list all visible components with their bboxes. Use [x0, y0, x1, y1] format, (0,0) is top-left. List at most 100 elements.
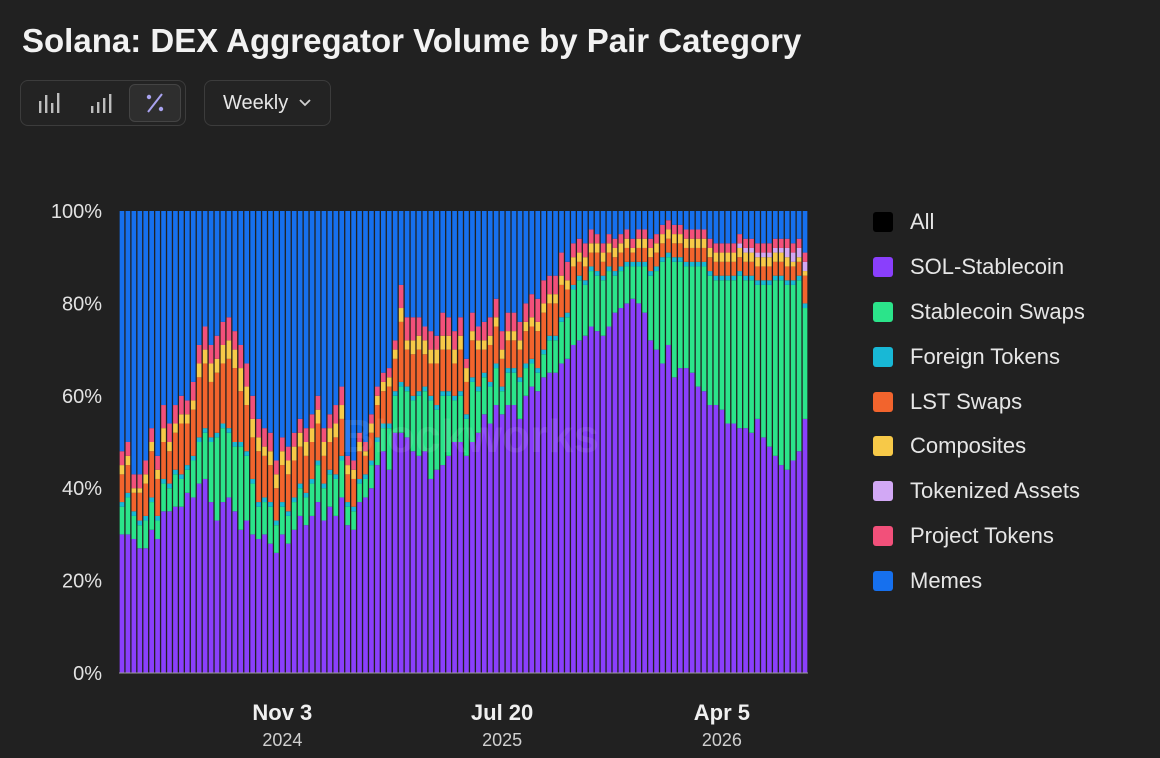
legend-label: All	[910, 209, 935, 235]
bar-segment-composites	[369, 423, 374, 433]
bar-segment-composites	[392, 349, 398, 359]
y-tick-label: 40%	[62, 478, 102, 500]
legend-item[interactable]: Stablecoin Swaps	[873, 290, 1085, 335]
bar	[327, 211, 333, 673]
bar-segment-lst-swaps	[196, 377, 202, 438]
bar-segment-project-tokens	[630, 238, 636, 248]
bar-segment-memes	[577, 211, 582, 239]
percent-icon	[146, 93, 164, 113]
legend-item[interactable]: Composites	[873, 424, 1085, 469]
bar-segment-composites	[511, 331, 517, 341]
bar-segment-sol-stablecoin	[464, 455, 469, 673]
interval-dropdown[interactable]: Weekly	[204, 80, 332, 126]
bar-segment-lst-swaps	[357, 451, 362, 479]
bar-segment-composites	[618, 243, 624, 253]
bar	[582, 211, 588, 673]
legend-item[interactable]: Foreign Tokens	[873, 334, 1085, 379]
bar	[238, 211, 244, 673]
bar-segment-lst-swaps	[202, 363, 208, 429]
bar-segment-sol-stablecoin	[327, 506, 333, 673]
bar-segment-sol-stablecoin	[179, 506, 184, 673]
bar-segment-sol-stablecoin	[232, 511, 238, 673]
bar-segment-memes	[357, 211, 362, 433]
legend-item[interactable]: All	[873, 200, 1085, 245]
bar-segment-sol-stablecoin	[149, 529, 154, 673]
bar-segment-lst-swaps	[737, 257, 743, 272]
bar-segment-project-tokens	[285, 446, 291, 461]
bar-segment-stablecoin-swaps	[280, 506, 285, 535]
bar-segment-memes	[731, 211, 737, 244]
bar-segment-foreign-tokens	[184, 465, 190, 470]
legend-item[interactable]: Memes	[873, 558, 1085, 603]
bar-segment-project-tokens	[600, 243, 606, 253]
bar-segment-foreign-tokens	[511, 368, 517, 373]
bar-segment-foreign-tokens	[784, 280, 790, 285]
bar-segment-sol-stablecoin	[559, 363, 564, 673]
bar-chart-button[interactable]	[25, 84, 77, 122]
bar-segment-stablecoin-swaps	[386, 428, 392, 470]
bar	[262, 211, 267, 673]
bar-segment-lst-swaps	[618, 252, 624, 267]
bar-segment-stablecoin-swaps	[125, 497, 131, 535]
bar	[149, 211, 154, 673]
bar-segment-memes	[487, 211, 493, 318]
bar-segment-tokenized-assets	[755, 252, 760, 258]
bar	[636, 211, 642, 673]
bar-segment-composites	[594, 243, 600, 253]
bar-segment-memes	[321, 211, 327, 429]
bar-segment-project-tokens	[416, 317, 422, 336]
bar-segment-lst-swaps	[155, 478, 160, 516]
legend-item[interactable]: LST Swaps	[873, 379, 1085, 424]
bar-segment-memes	[761, 211, 766, 244]
bar-segment-foreign-tokens	[642, 261, 647, 267]
bar-segment-memes	[184, 211, 190, 401]
bar-segment-lst-swaps	[143, 483, 149, 516]
bar-segment-lst-swaps	[719, 261, 725, 276]
bar-segment-composites	[600, 252, 606, 262]
bar-segment-stablecoin-swaps	[565, 317, 570, 359]
bar-segment-tokenized-assets	[773, 247, 778, 253]
bar-segment-composites	[256, 437, 261, 452]
bar	[452, 211, 457, 673]
bar-segment-stablecoin-swaps	[802, 308, 808, 419]
bar-segment-memes	[648, 211, 653, 239]
bar-segment-sol-stablecoin	[392, 432, 398, 673]
bar-segment-project-tokens	[470, 312, 475, 332]
bar-segment-lst-swaps	[773, 261, 778, 276]
bar-segment-memes	[606, 211, 612, 235]
legend-item[interactable]: Project Tokens	[873, 514, 1085, 559]
bar-segment-sol-stablecoin	[701, 391, 707, 673]
bar-segment-foreign-tokens	[196, 437, 202, 442]
legend-item[interactable]: Tokenized Assets	[873, 469, 1085, 514]
bar-segment-lst-swaps	[363, 455, 368, 475]
bar-segment-composites	[523, 321, 529, 332]
bar-segment-sol-stablecoin	[648, 340, 653, 673]
bar-segment-memes	[143, 211, 149, 461]
bar-segment-foreign-tokens	[588, 266, 594, 272]
bar-segment-composites	[137, 488, 143, 493]
bar-segment-memes	[173, 211, 178, 406]
bar-segment-lst-swaps	[280, 465, 285, 503]
bar	[226, 211, 232, 673]
bar-segment-stablecoin-swaps	[719, 280, 725, 410]
bar-segment-sol-stablecoin	[677, 368, 683, 673]
bar-segment-sol-stablecoin	[214, 520, 220, 673]
percent-button[interactable]	[129, 84, 181, 122]
legend-item[interactable]: SOL-Stablecoin	[873, 245, 1085, 290]
bar-segment-stablecoin-swaps	[636, 266, 642, 304]
bar	[131, 211, 137, 673]
bar-segment-project-tokens	[309, 414, 315, 429]
stacked-bar-button[interactable]	[77, 84, 129, 122]
bar-segment-composites	[731, 252, 737, 262]
bar-segment-memes	[125, 211, 131, 442]
bar-segment-composites	[434, 349, 440, 364]
bar-segment-composites	[773, 252, 778, 262]
bar	[464, 211, 469, 673]
bar-segment-lst-swaps	[345, 474, 350, 503]
bar-segment-memes	[767, 211, 772, 244]
bar-segment-foreign-tokens	[309, 478, 315, 484]
bar-segment-memes	[404, 211, 410, 318]
bar-segment-project-tokens	[725, 243, 731, 253]
bar-segment-stablecoin-swaps	[214, 437, 220, 521]
bar-segment-foreign-tokens	[778, 275, 784, 281]
